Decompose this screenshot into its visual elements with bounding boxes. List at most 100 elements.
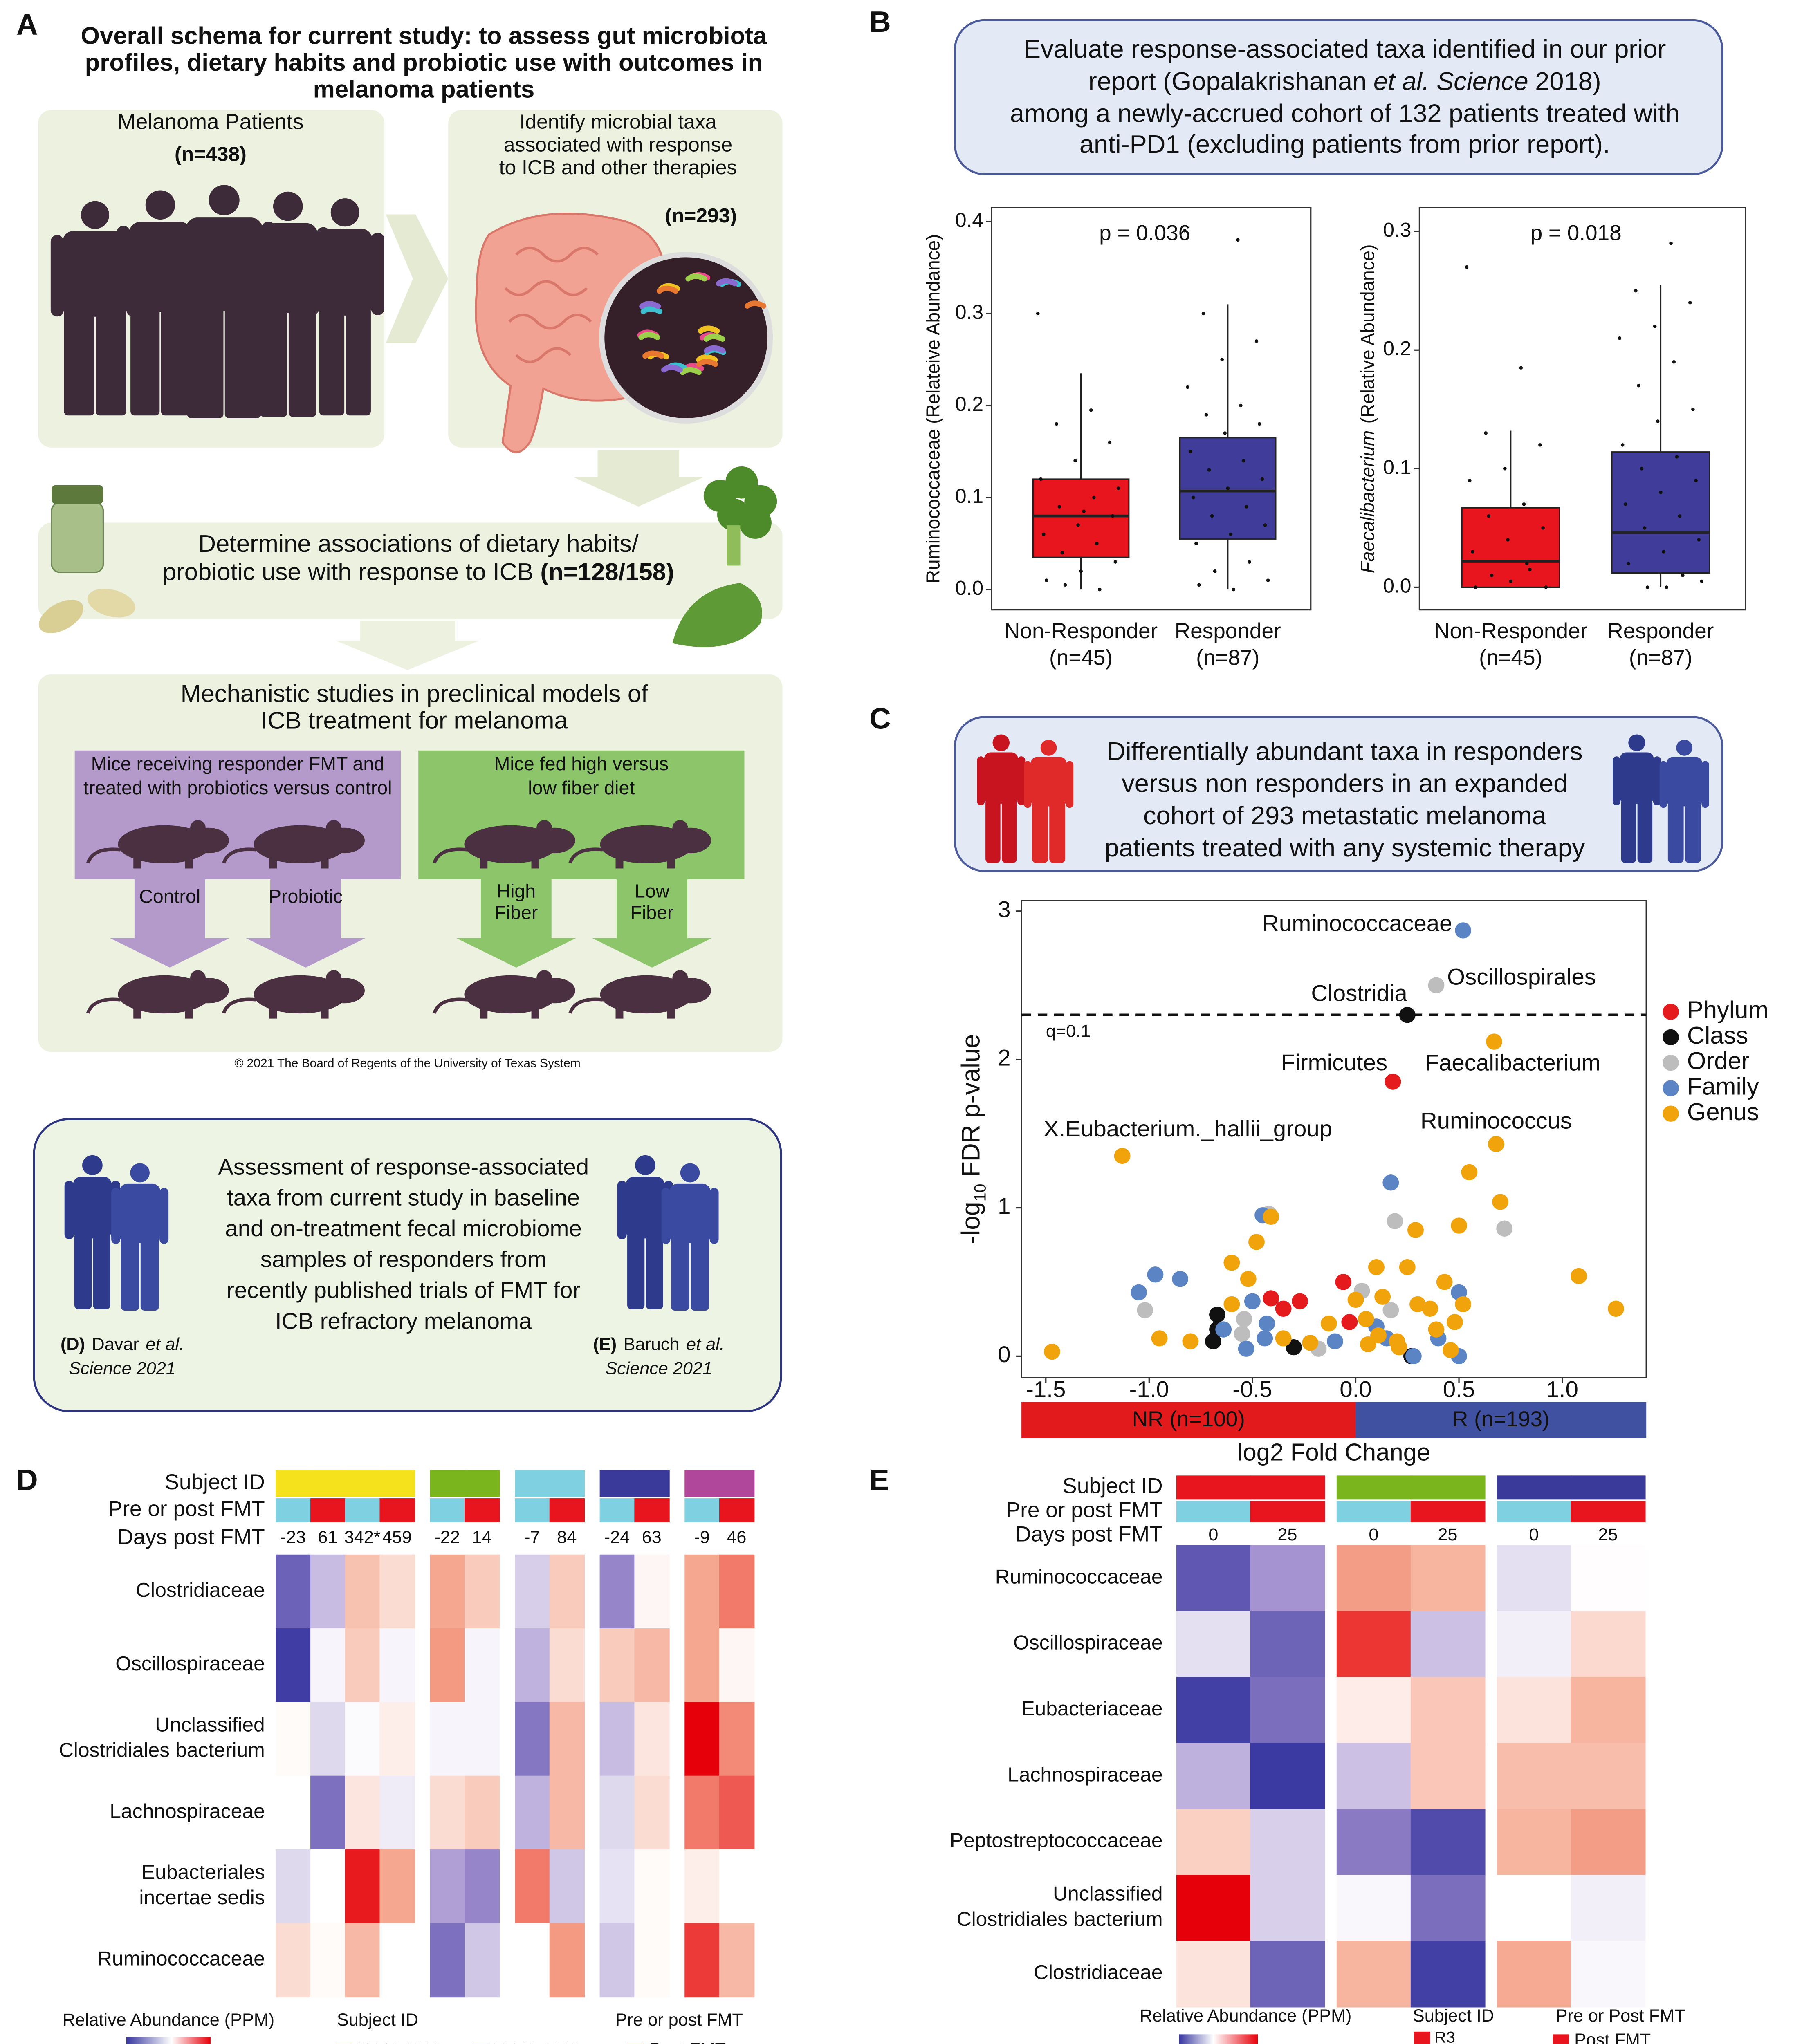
data-point [1662,550,1665,554]
data-point [1302,1335,1319,1351]
data-point [1111,514,1115,518]
person-leg [64,308,94,416]
row-header: Days post FMT [1015,1522,1162,1546]
bacterium [696,354,718,363]
data-point [1248,1234,1265,1250]
data-point [1073,459,1077,463]
heat-cell [345,1554,381,1629]
person-arm [117,226,130,312]
point-label: Faecalibacterium [1425,1050,1601,1076]
plot-frame [1021,900,1647,1378]
data-point [1036,312,1040,316]
heat-cell [1250,1677,1325,1744]
data-point [1223,431,1227,435]
data-point [1292,1293,1308,1309]
heat-cell [430,1849,465,1924]
subject-cell [379,1470,415,1497]
text-part: -log [956,1201,985,1244]
heat-cell [379,1849,415,1924]
text-label: Science 2021 [605,1359,712,1378]
assessment-box [33,1118,782,1412]
heat-cell [1571,1809,1646,1876]
data-point [1694,479,1698,482]
heat-cell [599,1775,635,1850]
data-point [1428,1321,1445,1338]
mouse-ear [536,820,552,836]
condition-cell [430,1498,465,1523]
legend-label: Genus [1687,1098,1759,1125]
mouse-icon [568,820,711,869]
heat-cell [430,1628,465,1703]
data-point [1097,587,1102,592]
x-tick-label: 0.5 [1443,1376,1475,1402]
text-part: (Relative Abundance) [1357,244,1378,424]
data-point [1385,1074,1401,1090]
color-bar [1179,2034,1258,2044]
data-point [1131,1284,1147,1301]
data-point [1627,562,1630,565]
data-point [1092,495,1096,500]
flow-arrow [246,879,366,968]
heat-cell [1410,1875,1486,1942]
data-point [1665,585,1669,589]
day-label: 84 [557,1528,577,1547]
data-point [1653,324,1657,328]
data-point [1079,569,1083,573]
data-point [1043,1343,1060,1360]
data-point [1382,1302,1399,1318]
condition-cell [276,1498,311,1523]
x-axis-label: log2 Fold Change [1237,1439,1430,1466]
person-head [130,1163,150,1183]
row-label: Eubacteriaceae [1021,1697,1162,1720]
data-point [1236,1311,1252,1327]
y-tick-label: 2 [998,1045,1010,1071]
heat-cell [634,1849,670,1924]
legend-marker [1663,1054,1679,1071]
legend-label: R3 [1434,2028,1455,2044]
data-point [1215,1321,1232,1338]
data-point [1194,542,1198,545]
y-tick-label: 0 [998,1341,1010,1367]
heat-cell [310,1775,346,1850]
bacterium [704,345,726,354]
flow-arrow [335,620,480,670]
subject-cell [1571,1475,1646,1500]
data-point [1455,1296,1472,1313]
bacterium [744,300,767,309]
point-label: Ruminococcus [1420,1108,1572,1134]
person-leg [224,301,261,418]
person-arm [50,235,64,317]
heat-cell [379,1775,415,1850]
heat-cell [1176,1809,1251,1876]
flow-arrow [110,879,230,968]
person-torso [984,752,1018,804]
person-head [680,1163,700,1183]
mouse-tail [568,997,603,1014]
text-part: probiotic use with response to ICB [163,558,534,585]
heat-cell [1497,1611,1572,1678]
legend-title: Pre or Post FMT [1556,2006,1685,2026]
fiber-box [418,750,745,879]
y-axis-label: -log10 FDR p-value [956,1034,990,1244]
x-tick-label: (n=45) [1049,646,1113,670]
legend-label: Post FMT [649,2040,726,2044]
mouse-icon [86,970,229,1019]
heat-cell [379,1628,415,1703]
data-point [1172,1271,1189,1287]
data-point [1226,486,1230,490]
legend-title: Subject ID [1413,2006,1494,2026]
data-point [1640,467,1644,471]
text-label: cohort of 293 metastatic melanoma [1143,802,1546,830]
day-label: -23 [281,1528,306,1547]
data-point [1387,1213,1403,1229]
data-point [1681,574,1685,577]
day-label: 25 [1598,1525,1618,1544]
direction-bar [1021,1402,1356,1438]
heat-cell [465,1628,500,1703]
data-point [1624,502,1627,506]
data-point [1519,366,1523,370]
mouse-body [118,825,211,864]
text-label: Fiber [631,902,674,923]
person-leg [1621,798,1636,863]
row-header: Pre or post FMT [108,1497,265,1521]
